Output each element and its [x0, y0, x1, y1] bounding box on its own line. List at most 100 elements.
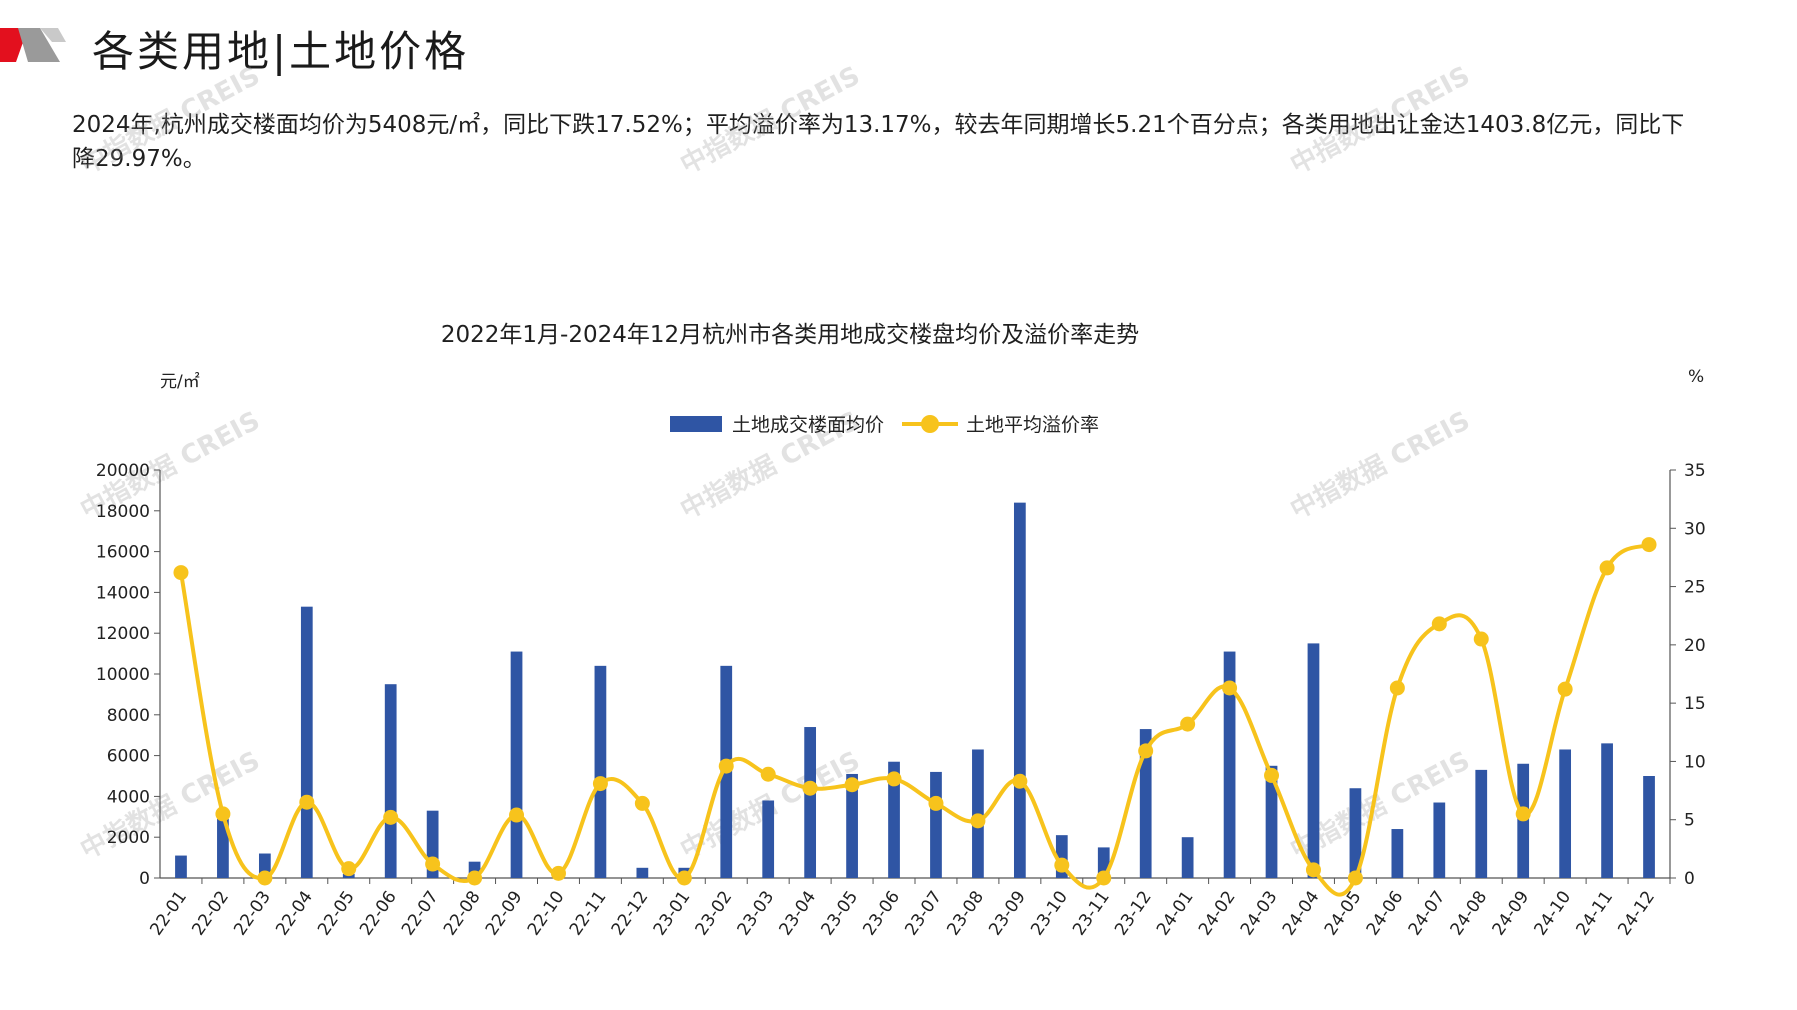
- legend-line-swatch: [902, 414, 959, 433]
- x-tick-label: 23-09: [985, 887, 1030, 939]
- bar: [426, 810, 439, 878]
- x-tick-label: 23-06: [859, 887, 904, 939]
- x-tick-label: 23-11: [1069, 887, 1114, 939]
- premium-rate-point: [341, 861, 357, 877]
- premium-rate-point: [1054, 857, 1070, 873]
- bar: [510, 651, 523, 878]
- x-tick-label: 22-12: [608, 887, 653, 939]
- legend-item-bar: 土地成交楼面均价: [670, 410, 884, 437]
- bar: [1181, 837, 1194, 878]
- bar: [300, 606, 313, 878]
- left-tick-label: 12000: [96, 624, 150, 644]
- premium-rate-point: [173, 565, 189, 581]
- bar: [1265, 765, 1278, 878]
- left-tick-label: 20000: [96, 461, 150, 481]
- premium-rate-point: [1180, 716, 1196, 732]
- left-tick-label: 14000: [96, 583, 150, 603]
- premium-rate-point: [1222, 680, 1238, 696]
- bar: [175, 855, 187, 878]
- x-tick-label: 22-10: [524, 887, 569, 939]
- x-tick-label: 24-10: [1531, 887, 1576, 939]
- bar: [1349, 788, 1362, 878]
- x-tick-label: 23-02: [692, 887, 737, 939]
- premium-rate-point: [760, 766, 776, 782]
- chart-container: 2022年1月-2024年12月杭州市各类用地成交楼盘均价及溢价率走势 元/㎡ …: [0, 315, 1797, 1010]
- premium-rate-point: [844, 777, 860, 793]
- premium-rate-point: [970, 813, 986, 829]
- premium-rate-point: [1305, 862, 1321, 878]
- x-tick-label: 22-02: [188, 887, 233, 939]
- premium-rate-point: [509, 807, 525, 823]
- premium-rate-point: [1473, 631, 1489, 647]
- x-tick-label: 22-07: [398, 887, 443, 939]
- legend-label-bar: 土地成交楼面均价: [732, 414, 885, 436]
- bar: [1139, 729, 1152, 878]
- x-tick-label: 24-02: [1195, 887, 1240, 939]
- premium-rate-point: [928, 795, 944, 811]
- right-tick-label: 20: [1684, 636, 1706, 656]
- premium-rate-point: [299, 794, 315, 810]
- bar: [1307, 643, 1320, 878]
- premium-rate-point: [1264, 767, 1280, 783]
- bar: [846, 773, 858, 878]
- premium-rate-point: [1431, 616, 1447, 632]
- bar: [594, 665, 607, 878]
- premium-rate-point: [1012, 773, 1028, 789]
- bar: [1643, 776, 1655, 878]
- premium-rate-point: [1347, 870, 1363, 886]
- left-tick-label: 0: [139, 869, 150, 889]
- bar: [384, 684, 397, 878]
- x-tick-label: 24-06: [1363, 887, 1408, 939]
- left-tick-label: 10000: [96, 665, 150, 685]
- premium-rate-point: [1096, 870, 1112, 886]
- premium-rate-point: [1389, 680, 1405, 696]
- x-tick-label: 23-08: [943, 887, 988, 939]
- x-tick-label: 24-03: [1237, 887, 1282, 939]
- x-tick-label: 22-04: [272, 887, 317, 939]
- right-axis-unit: %: [1688, 367, 1705, 387]
- bar: [217, 818, 229, 878]
- premium-rate-point: [802, 780, 818, 796]
- left-tick-label: 4000: [107, 787, 150, 807]
- x-tick-label: 23-03: [734, 887, 779, 939]
- legend-label-line: 土地平均溢价率: [966, 414, 1100, 436]
- chart-title: 2022年1月-2024年12月杭州市各类用地成交楼盘均价及溢价率走势: [440, 322, 1140, 348]
- left-tick-label: 6000: [107, 747, 150, 767]
- premium-rate-point: [634, 795, 650, 811]
- bar: [258, 853, 271, 878]
- x-tick-label: 22-09: [482, 887, 527, 939]
- left-tick-label: 16000: [96, 543, 150, 563]
- x-tick-label: 23-10: [1027, 887, 1072, 939]
- x-tick-label: 24-11: [1572, 887, 1617, 939]
- left-tick-label: 18000: [96, 502, 150, 522]
- x-tick-label: 23-12: [1111, 887, 1156, 939]
- premium-rate-line: [179, 542, 1650, 897]
- right-tick-label: 35: [1684, 461, 1706, 481]
- bar: [1475, 769, 1488, 878]
- x-tick-label: 24-07: [1405, 887, 1450, 939]
- bar: [1433, 802, 1446, 878]
- bar: [1601, 743, 1613, 878]
- premium-rate-point: [467, 870, 483, 886]
- bar: [762, 800, 775, 878]
- x-tick-label: 22-05: [314, 887, 359, 939]
- bar: [804, 727, 817, 878]
- premium-rate-point: [1557, 681, 1573, 697]
- right-tick-label: 5: [1684, 811, 1695, 831]
- right-tick-label: 15: [1684, 694, 1706, 714]
- x-tick-label: 24-12: [1614, 887, 1659, 939]
- x-tick-label: 22-03: [230, 887, 275, 939]
- summary-text: 2024年,杭州成交楼面均价为5408元/㎡，同比下跌17.52%；平均溢价率为…: [72, 112, 1685, 172]
- left-tick-label: 8000: [107, 706, 150, 726]
- bar: [930, 771, 942, 878]
- x-tick-label: 22-06: [356, 887, 401, 939]
- chart-legend: 土地成交楼面均价 土地平均溢价率: [670, 410, 1117, 437]
- x-tick-label: 22-01: [146, 887, 191, 939]
- x-tick-label: 24-04: [1279, 887, 1324, 939]
- premium-rate-point: [886, 771, 902, 787]
- left-tick-label: 2000: [107, 828, 150, 848]
- x-tick-label: 24-08: [1447, 887, 1492, 939]
- x-tick-label: 24-09: [1489, 887, 1534, 939]
- x-tick-label: 24-01: [1153, 887, 1198, 939]
- premium-rate-point: [676, 870, 692, 886]
